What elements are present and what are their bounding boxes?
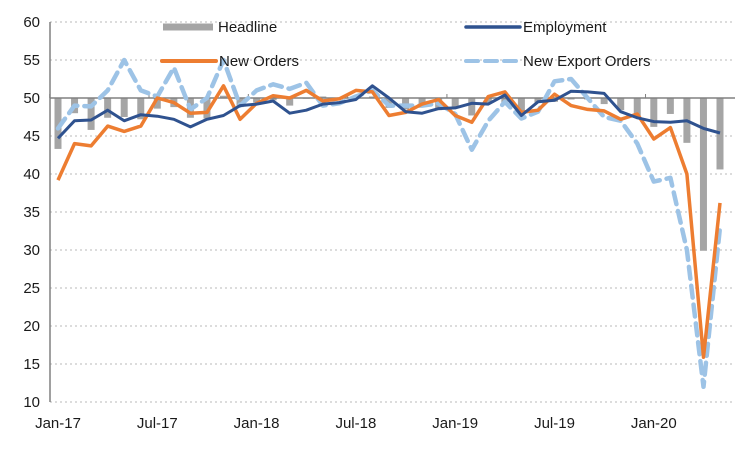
- y-axis-ticks: 10 15 20 25 30 35 40 45 50 55 60: [23, 14, 40, 411]
- x-tick-label: Jan-17: [35, 415, 81, 432]
- headline-bar: [617, 98, 625, 111]
- legend: Headline Employment New Orders New Expor…: [160, 19, 651, 70]
- headline-bar: [220, 95, 227, 98]
- headline-bar: [153, 98, 161, 109]
- headline-bar: [319, 96, 327, 98]
- headline-bar: [699, 98, 707, 251]
- y-tick-label: 15: [23, 356, 40, 373]
- x-tick-label: Jul-19: [534, 415, 575, 432]
- axes: [49, 22, 735, 402]
- headline-bar: [286, 98, 294, 106]
- headline-bar: [269, 98, 277, 101]
- headline-bar: [567, 98, 575, 100]
- headline-bar: [650, 98, 658, 127]
- headline-bar: [468, 98, 476, 116]
- y-tick-label: 40: [23, 166, 40, 183]
- x-tick-label: Jul-18: [335, 415, 376, 432]
- legend-label-new-orders: New Orders: [219, 53, 299, 70]
- y-tick-label: 25: [23, 280, 40, 297]
- headline-bar: [666, 98, 674, 114]
- headline-bar: [716, 98, 724, 170]
- headline-bar: [534, 98, 542, 103]
- series-lines: [55, 57, 723, 390]
- legend-label-headline: Headline: [218, 19, 277, 36]
- y-tick-label: 50: [23, 90, 40, 107]
- headline-bar: [517, 98, 525, 111]
- headline-bar: [368, 96, 376, 98]
- gridlines: [50, 21, 735, 403]
- x-tick-label: Jan-19: [432, 415, 478, 432]
- x-tick-label: Jan-18: [234, 415, 280, 432]
- headline-bar: [600, 98, 608, 105]
- legend-label-new-export-orders: New Export Orders: [523, 53, 651, 70]
- headline-bar: [633, 98, 641, 117]
- headline-bar: [484, 98, 492, 104]
- x-axis-ticks: Jan-17 Jul-17 Jan-18 Jul-18 Jan-19 Jul-19 Jan-…: [35, 415, 677, 432]
- series-line-employment: [56, 84, 721, 140]
- legend-label-employment: Employment: [523, 19, 607, 36]
- y-tick-label: 20: [23, 318, 40, 335]
- headline-bar: [203, 98, 211, 119]
- x-tick-label: Jan-20: [631, 415, 677, 432]
- y-tick-label: 10: [23, 394, 40, 411]
- headline-bar: [253, 98, 261, 103]
- x-tick-label: Jul-17: [137, 415, 178, 432]
- y-tick-label: 35: [23, 204, 40, 221]
- y-tick-label: 30: [23, 242, 40, 259]
- y-tick-label: 55: [23, 52, 40, 69]
- headline-bar: [54, 98, 62, 149]
- y-tick-label: 60: [23, 14, 40, 31]
- headline-bar: [451, 98, 459, 108]
- headline-bar: [120, 98, 128, 117]
- headline-bar: [104, 98, 112, 118]
- headline-bar: [137, 98, 145, 120]
- series-line-new-export-orders: [55, 57, 723, 390]
- headline-bar: [87, 98, 95, 130]
- y-tick-label: 45: [23, 128, 40, 145]
- series-line-new-orders: [56, 84, 722, 359]
